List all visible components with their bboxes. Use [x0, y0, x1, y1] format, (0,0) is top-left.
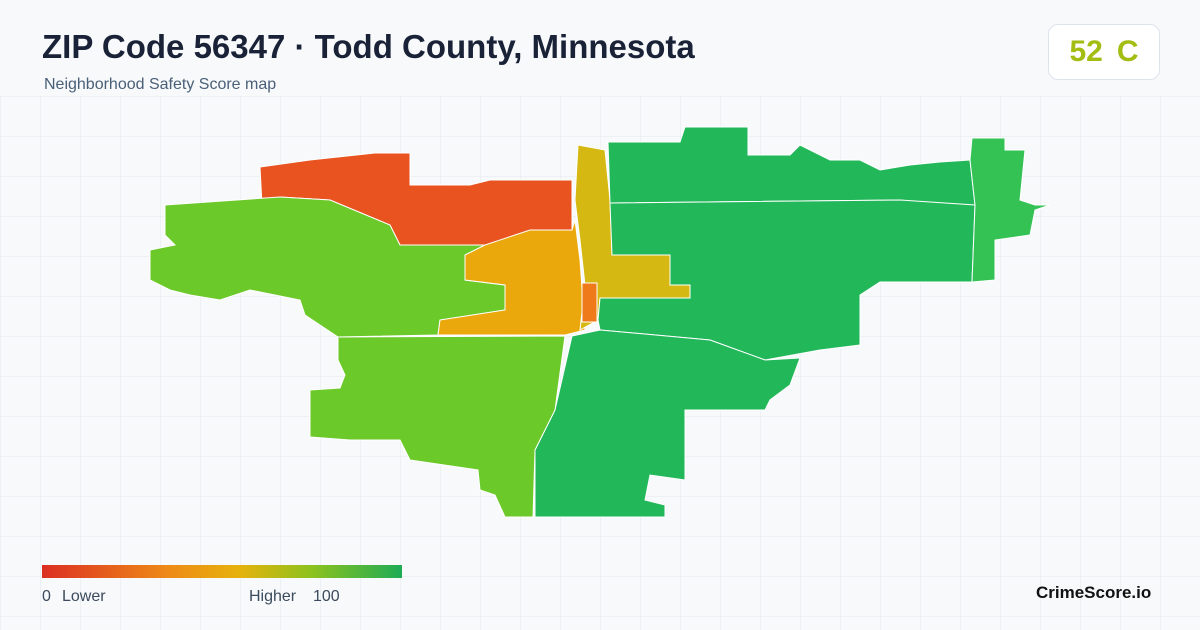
regions: [149, 126, 1051, 518]
region: [437, 219, 586, 336]
subtitle: Neighborhood Safety Score map: [44, 76, 277, 93]
region: [309, 335, 566, 518]
region: [969, 137, 1051, 283]
title: ZIP Code 56347 · Todd County, Minnesota: [42, 28, 695, 65]
legend-max: 100: [313, 588, 340, 605]
legend-gradient: [42, 565, 402, 578]
legend-min-label: Lower: [62, 588, 106, 605]
region: [581, 282, 598, 323]
legend-min: 0: [42, 588, 51, 605]
brand: CrimeScore.io: [1036, 583, 1152, 602]
score-badge: 52 C: [1048, 24, 1160, 80]
region: [149, 196, 506, 338]
grade: C: [1116, 35, 1139, 68]
score: 52: [1069, 35, 1103, 68]
region: [534, 329, 801, 518]
legend-max-label: Higher: [249, 588, 297, 605]
